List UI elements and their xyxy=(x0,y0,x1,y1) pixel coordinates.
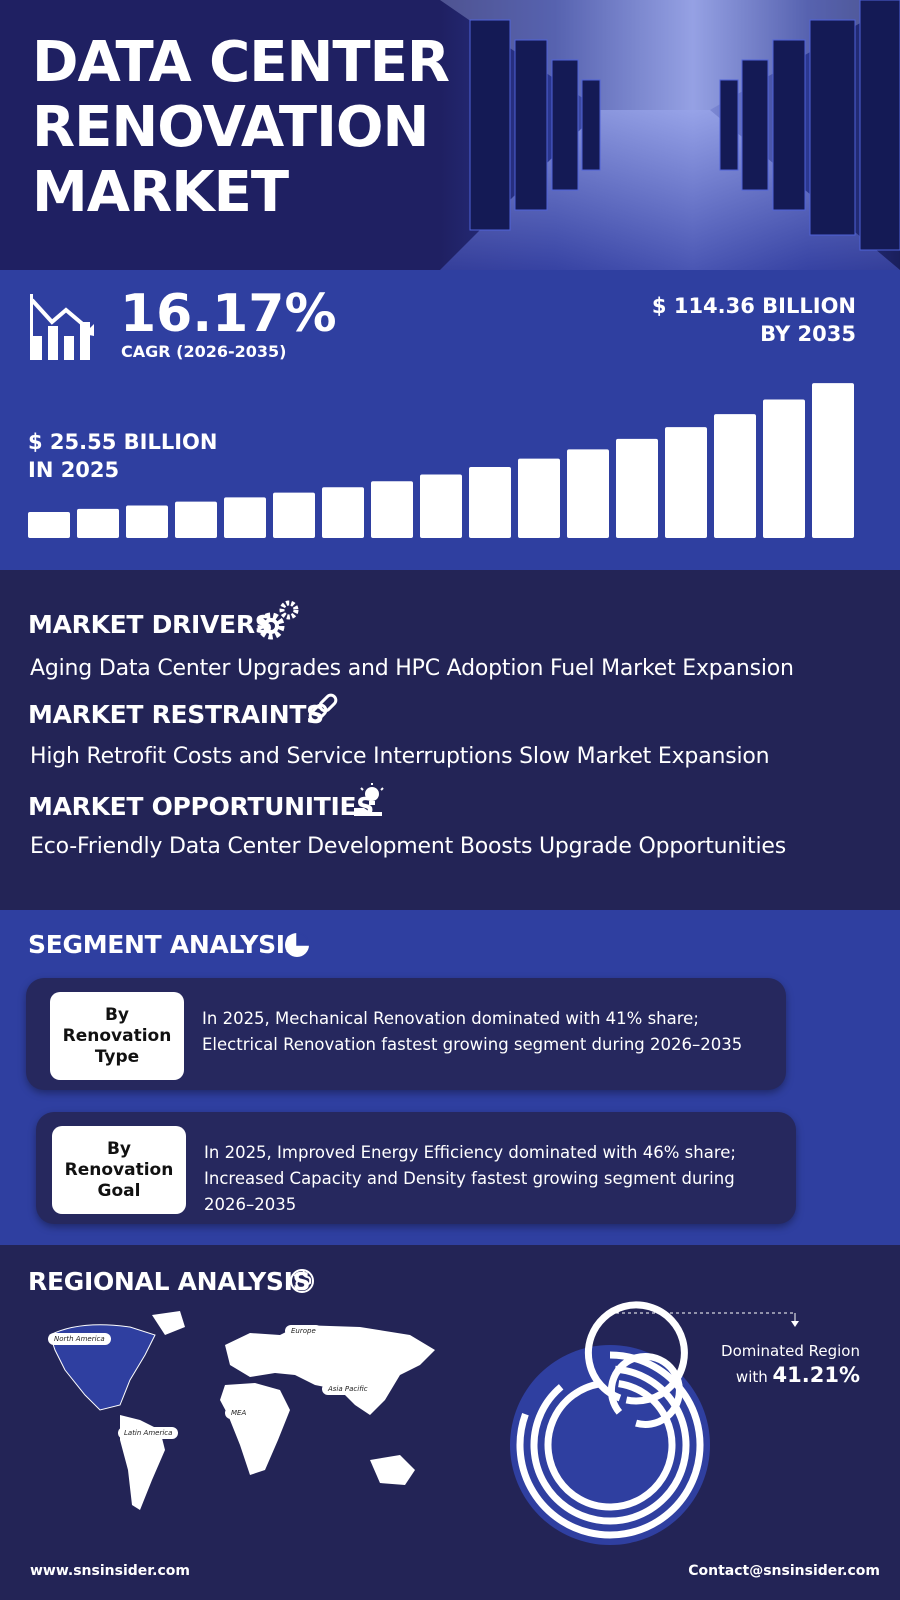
segment-section: SEGMENT ANALYSIS By Renovation Type In 2… xyxy=(0,910,900,1245)
growth-bar xyxy=(469,467,511,538)
map-label: Latin America xyxy=(118,1427,179,1439)
growth-bar xyxy=(420,474,462,538)
drivers-text: Aging Data Center Upgrades and HPC Adopt… xyxy=(30,656,794,681)
title-line: DATA CENTER xyxy=(32,30,450,95)
growth-bar xyxy=(322,487,364,538)
growth-bar xyxy=(763,399,805,538)
segment-text: In 2025, Improved Energy Efficiency domi… xyxy=(204,1143,736,1214)
growth-bar xyxy=(224,497,266,538)
market-section: MARKET DRIVERS Aging Data Center Upgrade… xyxy=(0,570,900,910)
end-value-block: $ 114.36 BILLION BY 2035 xyxy=(652,292,856,348)
footer-website: www.snsinsider.com xyxy=(30,1563,191,1579)
server-room-image xyxy=(440,0,900,270)
end-label: BY 2035 xyxy=(760,322,856,346)
dominated-value: 41.21% xyxy=(772,1363,860,1387)
growth-bar xyxy=(567,449,609,538)
chain-icon xyxy=(308,693,338,723)
footer-contact: Contact@snsinsider.com xyxy=(688,1563,880,1579)
growth-icon xyxy=(30,294,94,360)
start-value-block: $ 25.55 BILLION IN 2025 xyxy=(28,428,217,484)
start-label: IN 2025 xyxy=(28,458,120,482)
opportunities-text: Eco-Friendly Data Center Development Boo… xyxy=(30,834,786,859)
segment-label: By Renovation Goal xyxy=(52,1126,186,1214)
segment-text: In 2025, Mechanical Renovation dominated… xyxy=(202,1009,743,1054)
dominated-prefix: with xyxy=(735,1368,768,1386)
segment-label: By Renovation Type xyxy=(50,992,184,1080)
title: DATA CENTER RENOVATION MARKET xyxy=(32,30,450,225)
dominated-block: Dominated Region with 41.21% xyxy=(721,1339,860,1389)
restraints-heading: MARKET RESTRAINTS xyxy=(28,700,324,729)
cagr-value: 16.17% xyxy=(120,284,337,344)
growth-bar xyxy=(28,512,70,538)
growth-bar xyxy=(714,414,756,538)
map-label: Asia Pacific xyxy=(322,1383,374,1395)
world-map xyxy=(49,1311,435,1510)
dominated-label: Dominated Region xyxy=(721,1342,860,1360)
map-label: Europe xyxy=(285,1325,322,1337)
arc-ring xyxy=(584,1301,688,1405)
idea-icon xyxy=(354,783,384,816)
header: DATA CENTER RENOVATION MARKET xyxy=(0,0,900,270)
stats-band: 16.17% CAGR (2026-2035) $ 114.36 BILLION… xyxy=(0,270,900,570)
arc-ring xyxy=(607,1352,683,1428)
cagr-label: CAGR (2026-2035) xyxy=(121,342,287,361)
drivers-heading: MARKET DRIVERS xyxy=(28,610,273,639)
arc-ring xyxy=(530,1365,690,1525)
growth-bar xyxy=(812,383,854,538)
regional-heading: REGIONAL ANALYSIS xyxy=(28,1267,311,1296)
start-value: $ 25.55 BILLION xyxy=(28,430,218,454)
map-label: MEA xyxy=(225,1407,253,1419)
segment-heading: SEGMENT ANALYSIS xyxy=(28,930,303,959)
opportunities-heading: MARKET OPPORTUNITIES xyxy=(28,792,374,821)
growth-bar xyxy=(665,427,707,538)
growth-bars xyxy=(28,383,854,538)
concentric-arcs xyxy=(510,1301,799,1545)
title-line: RENOVATION xyxy=(32,95,429,160)
pie-icon xyxy=(285,932,310,957)
gears-icon xyxy=(257,600,299,640)
map-label: North America xyxy=(48,1333,111,1345)
growth-bar xyxy=(616,438,658,538)
globe-icon xyxy=(290,1269,314,1293)
growth-bar xyxy=(371,481,413,538)
segment-card: By Renovation Type In 2025, Mechanical R… xyxy=(26,978,786,1090)
growth-bar xyxy=(77,508,119,538)
title-line: MARKET xyxy=(32,160,289,225)
regional-section: REGIONAL ANALYSIS North America Europe A… xyxy=(0,1245,900,1600)
growth-bar xyxy=(126,505,168,538)
end-value: $ 114.36 BILLION xyxy=(651,294,856,318)
growth-bar xyxy=(518,458,560,538)
restraints-text: High Retrofit Costs and Service Interrup… xyxy=(30,744,770,769)
segment-card: By Renovation Goal In 2025, Improved Ene… xyxy=(36,1112,796,1224)
growth-bar xyxy=(175,501,217,538)
growth-bar xyxy=(273,492,315,538)
